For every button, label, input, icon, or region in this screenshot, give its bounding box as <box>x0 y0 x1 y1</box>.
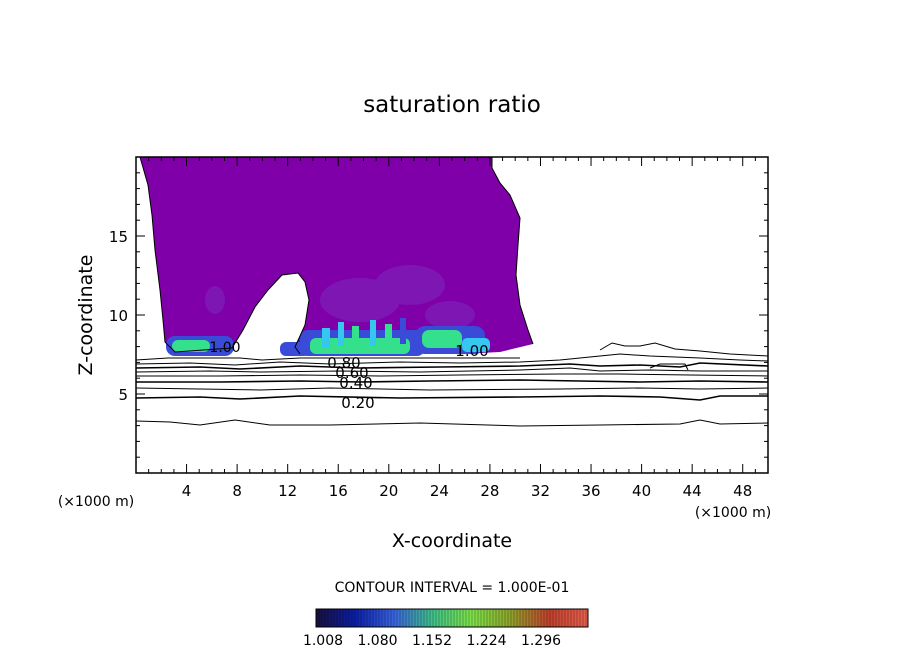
supersaturation-patches <box>166 318 490 356</box>
contour-interval-text: CONTOUR INTERVAL = 1.000E-01 <box>335 580 570 596</box>
x-axis-label: X-coordinate <box>392 530 512 552</box>
colorbar-tick-label: 1.008 <box>303 633 343 649</box>
x-tick-label: 44 <box>683 482 702 500</box>
x-axis-unit-right: (×1000 m) <box>695 505 771 521</box>
plot-area <box>136 157 768 427</box>
x-tick-label: 32 <box>531 482 550 500</box>
contour-label: 0.20 <box>341 394 374 412</box>
x-tick-label: 4 <box>182 482 192 500</box>
x-tick-label: 48 <box>733 482 752 500</box>
contour-label: 0.60 <box>335 364 368 382</box>
contour-label: 0.80 <box>327 354 360 372</box>
x-tick-label: 24 <box>430 482 449 500</box>
contour-label: 1.00 <box>209 340 240 356</box>
contour-label: 1.00 <box>455 342 488 360</box>
y-tick-label: 10 <box>109 307 128 325</box>
x-tick-label: 36 <box>581 482 600 500</box>
colorbar <box>315 608 589 628</box>
y-axis-label: Z-coordinate <box>75 255 97 376</box>
x-tick-label: 28 <box>480 482 499 500</box>
x-axis: 4 8 12 16 20 24 28 32 36 40 44 48 <box>148 157 756 500</box>
x-tick-label: 12 <box>278 482 297 500</box>
x-tick-label: 16 <box>329 482 348 500</box>
cloud-region <box>140 157 533 355</box>
chart-title: saturation ratio <box>363 92 541 118</box>
x-axis-unit-left: (×1000 m) <box>58 494 134 510</box>
colorbar-tick-label: 1.080 <box>357 633 397 649</box>
y-axis: 5 10 15 <box>109 172 768 458</box>
y-tick-label: 15 <box>109 228 128 246</box>
y-tick-label: 5 <box>118 386 128 404</box>
cloud-outline <box>139 157 534 355</box>
colorbar-labels: 1.008 1.080 1.152 1.224 1.296 <box>303 633 561 649</box>
cloud-texture <box>205 265 475 329</box>
x-tick-label: 40 <box>632 482 651 500</box>
colorbar-tick-label: 1.296 <box>521 633 561 649</box>
contour-label: 0.40 <box>339 374 372 392</box>
contour-lines <box>136 342 768 427</box>
x-tick-label: 8 <box>232 482 242 500</box>
colorbar-tick-label: 1.224 <box>466 633 506 649</box>
colorbar-tick-label: 1.152 <box>412 633 452 649</box>
contour-labels: 0.20 0.40 0.60 0.80 1.00 1.00 <box>209 340 488 412</box>
x-tick-label: 20 <box>379 482 398 500</box>
